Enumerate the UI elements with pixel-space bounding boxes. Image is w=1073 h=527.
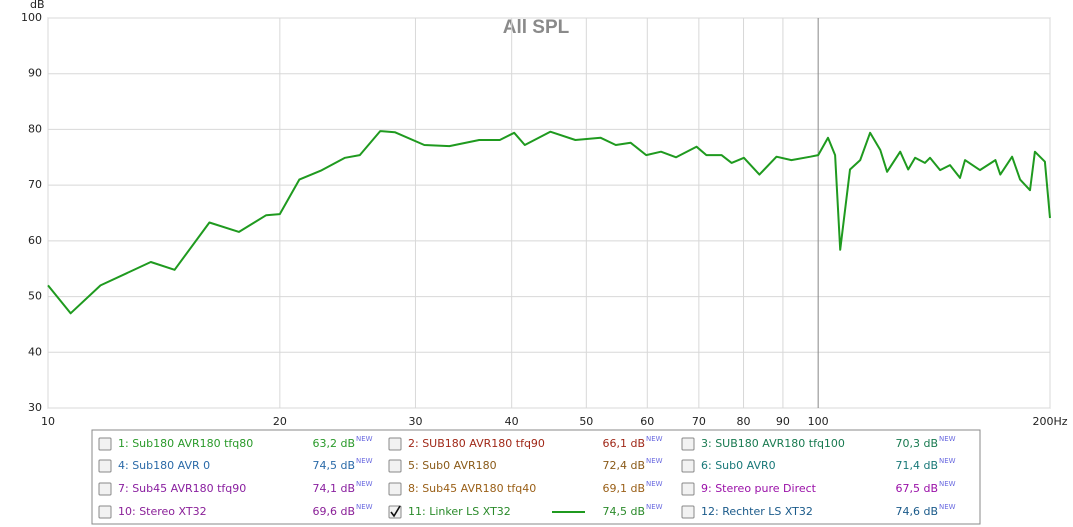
x-tick-label: 90 <box>776 415 790 428</box>
y-tick-label: 40 <box>28 345 42 358</box>
legend-label: 10: Stereo XT32 <box>118 505 207 518</box>
legend-label: 3: SUB180 AVR180 tfq100 <box>701 437 845 450</box>
legend-badge: NEW <box>939 480 956 488</box>
y-unit: dB <box>30 0 45 11</box>
y-tick-label: 90 <box>28 67 42 80</box>
legend-badge: NEW <box>356 435 373 443</box>
y-tick-label: 60 <box>28 234 42 247</box>
legend-checkbox[interactable] <box>388 482 402 496</box>
legend-label: 6: Sub0 AVR0 <box>701 459 776 472</box>
x-tick-label: 60 <box>640 415 654 428</box>
legend-readout: 70,3 dB <box>895 437 938 450</box>
legend-label: 1: Sub180 AVR180 tfq80 <box>118 437 253 450</box>
legend-badge: NEW <box>939 503 956 511</box>
legend-label: 11: Linker LS XT32 <box>408 505 511 518</box>
legend-checkbox[interactable] <box>681 459 695 473</box>
legend-badge: NEW <box>646 480 663 488</box>
plot-area <box>47 17 1051 409</box>
legend-badge: NEW <box>356 503 373 511</box>
legend-panel <box>91 429 981 525</box>
legend-readout: 63,2 dB <box>312 437 355 450</box>
y-tick-label: 50 <box>28 290 42 303</box>
legend-badge: NEW <box>939 435 956 443</box>
legend-label: 9: Stereo pure Direct <box>701 482 817 495</box>
legend-label: 7: Sub45 AVR180 tfq90 <box>118 482 246 495</box>
legend-checkbox[interactable] <box>98 505 112 519</box>
legend-checkbox[interactable] <box>388 437 402 451</box>
legend-badge: NEW <box>356 457 373 465</box>
legend-readout: 69,6 dB <box>312 505 355 518</box>
legend-readout: 71,4 dB <box>895 459 938 472</box>
legend-readout: 67,5 dB <box>895 482 938 495</box>
x-tick-label: 40 <box>505 415 519 428</box>
x-tick-label: 80 <box>737 415 751 428</box>
legend-readout: 74,6 dB <box>895 505 938 518</box>
x-tick-label: 20 <box>273 415 287 428</box>
legend-checkbox[interactable] <box>681 482 695 496</box>
legend-badge: NEW <box>356 480 373 488</box>
legend-readout: 72,4 dB <box>602 459 645 472</box>
y-tick-label: 70 <box>28 178 42 191</box>
legend-badge: NEW <box>646 435 663 443</box>
y-tick-label: 80 <box>28 122 42 135</box>
x-tick-label: 50 <box>579 415 593 428</box>
legend-checkbox[interactable] <box>681 505 695 519</box>
x-tick-label: 200Hz <box>1032 415 1067 428</box>
chart-title: All SPL <box>503 17 570 38</box>
legend-badge: NEW <box>939 457 956 465</box>
legend-label: 5: Sub0 AVR180 <box>408 459 497 472</box>
legend-checkbox[interactable] <box>681 437 695 451</box>
legend-badge: NEW <box>646 457 663 465</box>
legend-badge: NEW <box>646 503 663 511</box>
legend-checkbox[interactable] <box>98 437 112 451</box>
x-tick-label: 100 <box>808 415 829 428</box>
legend-label: 12: Rechter LS XT32 <box>701 505 813 518</box>
legend-label: 4: Sub180 AVR 0 <box>118 459 210 472</box>
legend-readout: 74,1 dB <box>312 482 355 495</box>
x-tick-label: 70 <box>692 415 706 428</box>
checkmark <box>390 505 401 518</box>
legend-label: 2: SUB180 AVR180 tfq90 <box>408 437 545 450</box>
legend-checkbox[interactable] <box>98 482 112 496</box>
y-tick-label: 100 <box>21 11 42 24</box>
y-tick-label: 30 <box>28 401 42 414</box>
legend-readout: 74,5 dB <box>602 505 645 518</box>
x-tick-label: 30 <box>408 415 422 428</box>
legend-checkbox[interactable] <box>388 459 402 473</box>
legend-readout: 74,5 dB <box>312 459 355 472</box>
series-line <box>47 130 1051 315</box>
legend-readout: 69,1 dB <box>602 482 645 495</box>
legend-label: 8: Sub45 AVR180 tfq40 <box>408 482 536 495</box>
x-tick-label: 10 <box>41 415 55 428</box>
legend-readout: 66,1 dB <box>602 437 645 450</box>
legend-checkbox[interactable] <box>98 459 112 473</box>
